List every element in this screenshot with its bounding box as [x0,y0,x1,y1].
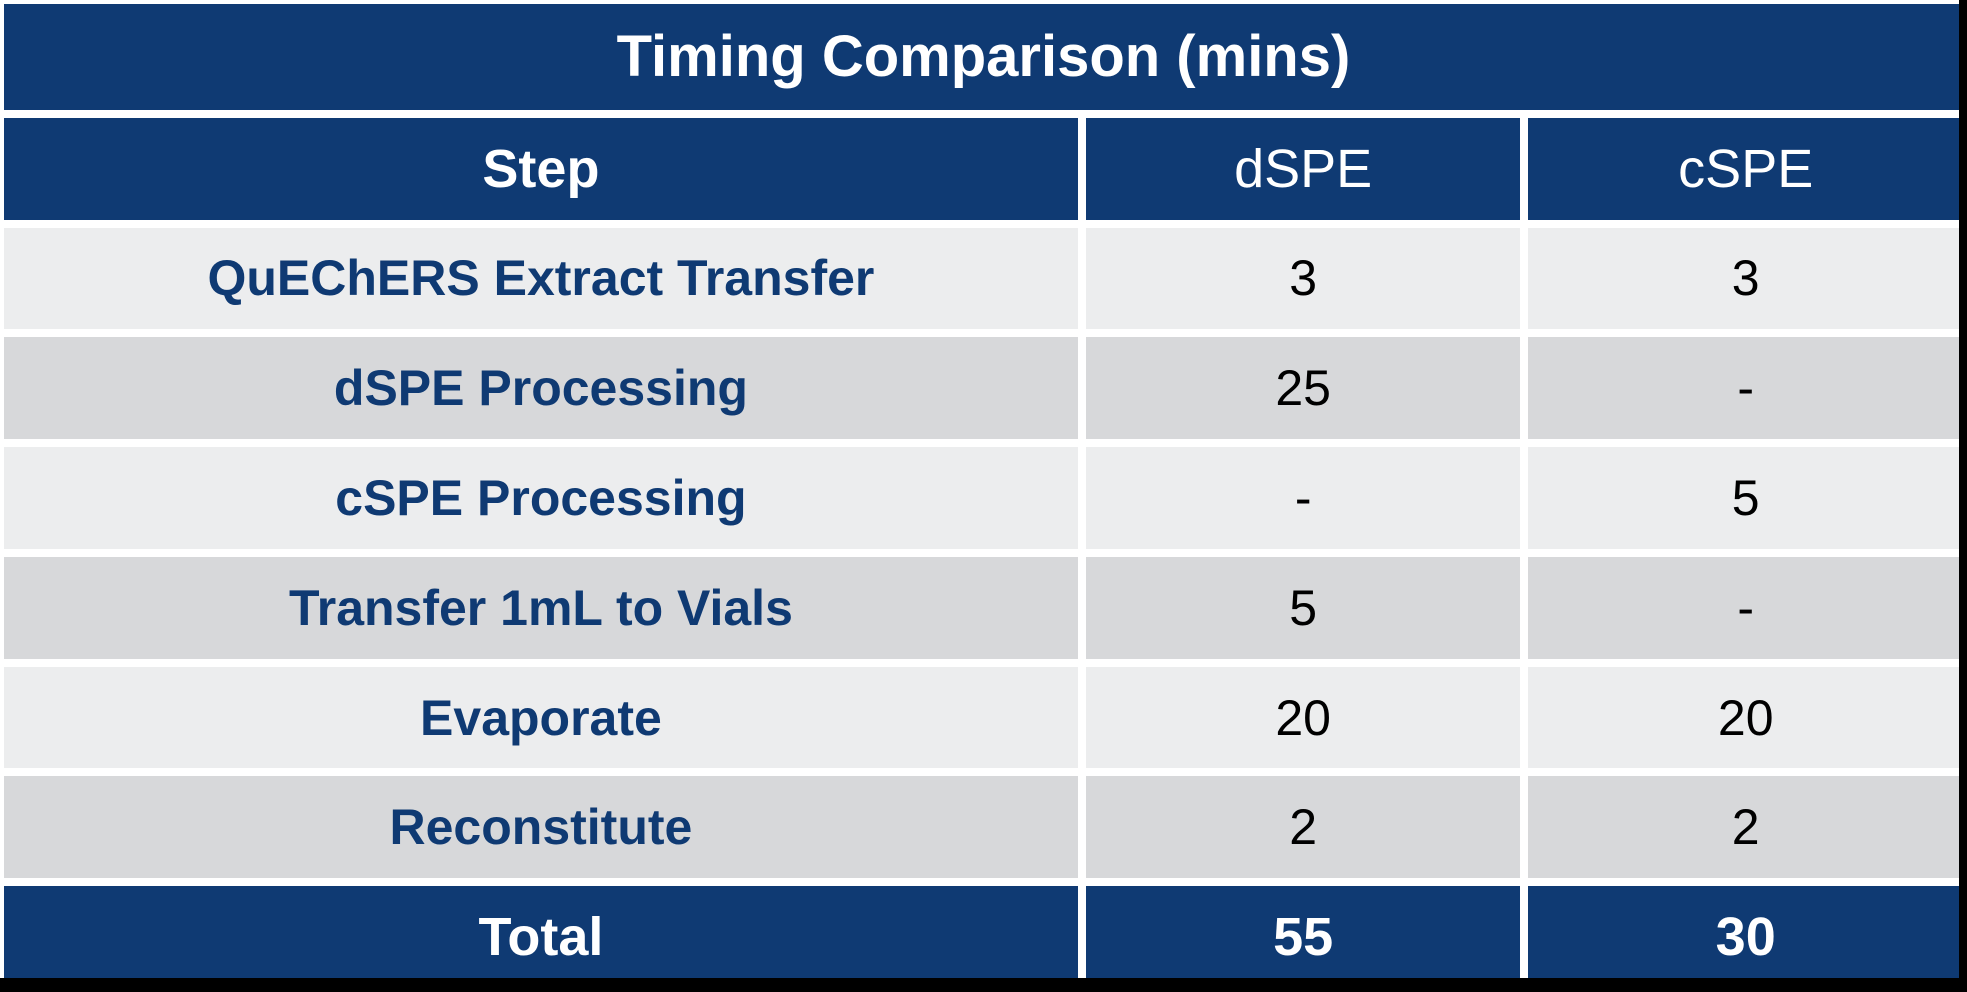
total-label: Total [0,882,1082,992]
header-cspe: cSPE [1524,114,1967,224]
right-edge-shadow [1959,0,1967,992]
table-row: cSPE Processing - 5 [0,443,1967,553]
bottom-edge-shadow [0,978,1967,992]
table-title: Timing Comparison (mins) [0,0,1967,114]
step-label: Reconstitute [0,772,1082,882]
value-dspe: 3 [1082,224,1525,334]
step-label: QuEChERS Extract Transfer [0,224,1082,334]
value-cspe: - [1524,333,1967,443]
value-cspe: - [1524,553,1967,663]
value-cspe: 2 [1524,772,1967,882]
value-dspe: 20 [1082,663,1525,773]
step-label: Transfer 1mL to Vials [0,553,1082,663]
step-label: Evaporate [0,663,1082,773]
header-row: Step dSPE cSPE [0,114,1967,224]
table-row: Transfer 1mL to Vials 5 - [0,553,1967,663]
table-row: QuEChERS Extract Transfer 3 3 [0,224,1967,334]
value-cspe: 20 [1524,663,1967,773]
table-row: Evaporate 20 20 [0,663,1967,773]
table-row: dSPE Processing 25 - [0,333,1967,443]
step-label: dSPE Processing [0,333,1082,443]
table-row: Reconstitute 2 2 [0,772,1967,882]
title-row: Timing Comparison (mins) [0,0,1967,114]
value-dspe: 25 [1082,333,1525,443]
timing-comparison-table: Timing Comparison (mins) Step dSPE cSPE … [0,0,1967,992]
total-dspe: 55 [1082,882,1525,992]
header-step: Step [0,114,1082,224]
step-label: cSPE Processing [0,443,1082,553]
total-cspe: 30 [1524,882,1967,992]
value-dspe: - [1082,443,1525,553]
value-cspe: 5 [1524,443,1967,553]
value-dspe: 2 [1082,772,1525,882]
value-cspe: 3 [1524,224,1967,334]
total-row: Total 55 30 [0,882,1967,992]
table: Timing Comparison (mins) Step dSPE cSPE … [0,0,1967,992]
value-dspe: 5 [1082,553,1525,663]
header-dspe: dSPE [1082,114,1525,224]
